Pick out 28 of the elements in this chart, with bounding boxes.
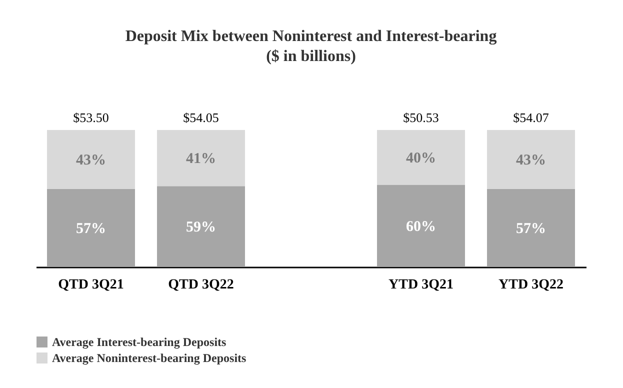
- annotation: $53.50: [73, 110, 109, 125]
- data-label: 41%: [186, 151, 216, 168]
- data-label: 43%: [516, 152, 546, 168]
- bar: [47, 188, 135, 267]
- legend-label: Average Noninterest-bearing Deposits: [52, 351, 247, 365]
- bar: [157, 130, 245, 186]
- data-label: 57%: [76, 220, 106, 237]
- x-tick-label: YTD 3Q22: [498, 278, 564, 292]
- x-tick-label: QTD 3Q21: [58, 278, 124, 292]
- bar: [157, 186, 245, 267]
- data-label: 60%: [406, 218, 436, 235]
- chart-subtitle: ($ in billions): [266, 48, 356, 65]
- bar: [377, 184, 465, 267]
- data-label: 59%: [186, 220, 216, 236]
- data-label: 40%: [406, 150, 436, 166]
- legend-label: Average Interest-bearing Deposits: [52, 335, 227, 349]
- x-tick-label: QTD 3Q22: [168, 278, 234, 292]
- annotation: $54.05: [183, 110, 219, 125]
- chart-title: Deposit Mix between Noninterest and Interest-bearing: [125, 28, 497, 45]
- bar: [487, 130, 575, 189]
- annotation: $50.53: [403, 110, 439, 125]
- bar: [377, 130, 465, 185]
- annotation: $54.07: [513, 110, 550, 125]
- data-label: 57%: [516, 220, 546, 237]
- data-label: 43%: [76, 152, 106, 168]
- bar: [487, 188, 575, 267]
- bar: [47, 130, 135, 189]
- x-tick-label: YTD 3Q21: [388, 278, 454, 292]
